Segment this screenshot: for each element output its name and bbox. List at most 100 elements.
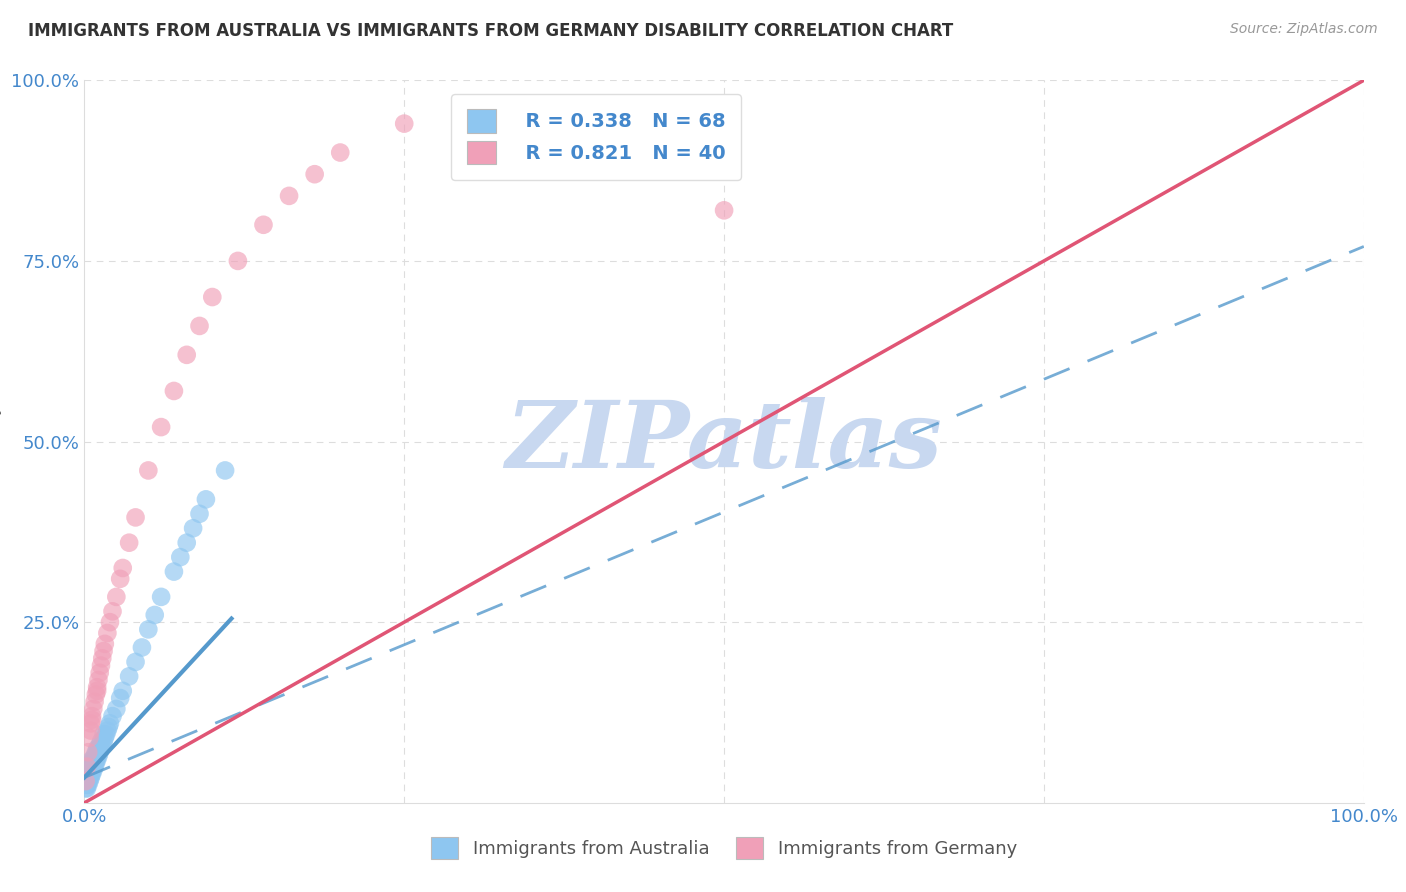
Point: [252, 218, 274, 232]
Point: [80, 752, 103, 766]
Point: [76, 767, 98, 781]
Point: [79, 731, 101, 745]
Point: [80, 767, 103, 781]
Point: [80, 760, 103, 774]
Point: [84, 687, 107, 701]
Point: [118, 535, 141, 549]
Point: [80, 771, 103, 785]
Point: [93, 727, 115, 741]
Point: [118, 669, 141, 683]
Point: [80, 723, 103, 738]
Point: [93, 644, 115, 658]
Point: [77, 767, 100, 781]
Point: [91, 651, 114, 665]
Text: ZIPatlas: ZIPatlas: [506, 397, 942, 486]
Point: [76, 778, 98, 792]
Point: [80, 767, 103, 781]
Point: [304, 167, 326, 181]
Point: [89, 665, 111, 680]
Point: [84, 756, 107, 770]
Point: [150, 590, 173, 604]
Point: [226, 253, 249, 268]
Point: [98, 615, 121, 630]
Point: [105, 590, 128, 604]
Point: [80, 713, 103, 727]
Point: [138, 463, 160, 477]
Point: [75, 778, 97, 792]
Point: [98, 716, 121, 731]
Point: [90, 734, 112, 748]
Point: [86, 748, 108, 763]
Point: [87, 673, 110, 687]
Point: [83, 756, 105, 770]
Point: [87, 748, 110, 763]
Point: [214, 463, 236, 477]
Point: [101, 709, 124, 723]
Point: [97, 720, 120, 734]
Point: [713, 203, 735, 218]
Point: [79, 760, 101, 774]
Point: [76, 774, 98, 789]
Point: [89, 745, 111, 759]
Point: [80, 764, 103, 778]
Point: [278, 189, 301, 203]
Point: [101, 604, 124, 618]
Point: [111, 683, 134, 698]
Point: [82, 752, 104, 766]
Point: [394, 117, 416, 131]
Point: [143, 607, 166, 622]
Point: [87, 741, 110, 756]
Point: [77, 745, 100, 759]
Point: [181, 521, 204, 535]
Point: [80, 709, 103, 723]
Point: [86, 741, 108, 756]
Point: [79, 767, 101, 781]
Point: [86, 752, 108, 766]
Point: [83, 748, 105, 763]
Point: [90, 741, 112, 756]
Point: [80, 764, 103, 778]
Point: [90, 658, 112, 673]
Point: [138, 623, 160, 637]
Point: [82, 702, 104, 716]
Point: [76, 760, 98, 774]
Point: [150, 420, 173, 434]
Point: [79, 771, 101, 785]
Point: [77, 778, 100, 792]
Point: [94, 727, 117, 741]
Point: [84, 752, 107, 766]
Point: [82, 760, 104, 774]
Point: [169, 550, 191, 565]
Point: [124, 655, 146, 669]
Point: [96, 723, 118, 738]
Point: [94, 637, 117, 651]
Point: [329, 145, 352, 160]
Point: [108, 572, 131, 586]
Point: [75, 774, 97, 789]
Point: [82, 764, 104, 778]
Point: [111, 561, 134, 575]
Point: [105, 702, 128, 716]
Point: [75, 774, 97, 789]
Point: [131, 640, 153, 655]
Point: [83, 760, 105, 774]
Point: [176, 535, 198, 549]
Point: [194, 492, 217, 507]
Point: [77, 764, 100, 778]
Point: [77, 774, 100, 789]
Point: [76, 781, 98, 796]
Point: [108, 691, 131, 706]
Point: [163, 384, 186, 398]
Point: [163, 565, 186, 579]
Point: [94, 731, 117, 745]
Point: [80, 716, 103, 731]
Text: IMMIGRANTS FROM AUSTRALIA VS IMMIGRANTS FROM GERMANY DISABILITY CORRELATION CHAR: IMMIGRANTS FROM AUSTRALIA VS IMMIGRANTS …: [28, 22, 953, 40]
Point: [124, 510, 146, 524]
Point: [201, 290, 224, 304]
Point: [80, 756, 103, 770]
Point: [75, 781, 97, 796]
Point: [84, 745, 107, 759]
Point: [188, 318, 211, 333]
Point: [86, 683, 108, 698]
Point: [76, 771, 98, 785]
